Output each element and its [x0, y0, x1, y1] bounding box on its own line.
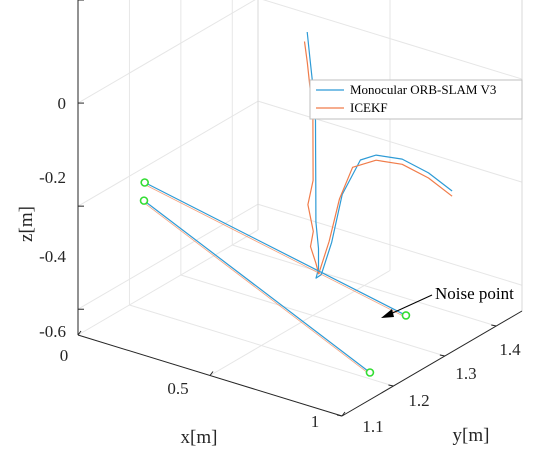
noise-point-arrow [385, 294, 433, 317]
noise-point-arrowhead [381, 309, 394, 318]
z-axis-label: z[m] [16, 206, 37, 242]
y-tick-label-3: 1.4 [499, 340, 521, 359]
y-tick-2 [439, 354, 445, 357]
y-axis-label: y[m] [453, 425, 490, 446]
y-tick-label-0: 1.1 [362, 417, 383, 436]
y-tick-0 [336, 414, 343, 417]
x-tick-label-1: 0.5 [167, 379, 188, 398]
noise-annotation: Noise point [381, 284, 514, 318]
noise-segment-1 [143, 200, 371, 373]
z-tick-label-0: 0 [58, 94, 67, 113]
legend-label-icekf: ICEKF [350, 100, 388, 115]
noise-layer [139, 178, 411, 377]
series-line-1 [303, 41, 453, 275]
y-tick-label-1: 1.2 [408, 391, 429, 410]
noise-marker-start-0 [140, 178, 149, 187]
legend: Monocular ORB-SLAM V3 ICEKF [309, 79, 523, 120]
noise-marker-start-1 [139, 196, 149, 205]
legend-box [309, 79, 523, 120]
z-tick-label-2: -0.4 [39, 247, 66, 266]
noise-segment-icekf-0 [144, 184, 407, 318]
y-axis-line [341, 310, 523, 417]
noise-point-label: Noise point [435, 284, 514, 303]
grid-line-z-left-2 [77, 100, 259, 207]
grid-line-z-left-3 [77, 203, 259, 310]
z-tick-label-3: -0.6 [39, 322, 66, 341]
grid-layer [77, 0, 523, 417]
x-tick-label-2: 1 [311, 412, 320, 431]
x-tick-2 [341, 411, 346, 417]
y-tick-label-2: 1.3 [455, 364, 476, 383]
x-axis-label: x[m] [181, 427, 218, 448]
grid-line-x-floor-0 [77, 229, 259, 336]
noise-marker-end-1 [365, 368, 375, 377]
noise-segment-icekf-1 [143, 202, 371, 375]
axes-box [77, 0, 523, 417]
tick-labels: 0 -0.2 -0.4 -0.6 0 0.5 1 1.1 1.2 1.3 1.4 [39, 94, 521, 436]
legend-label-orb-slam: Monocular ORB-SLAM V3 [350, 82, 496, 97]
grid-line-x-floor-1 [209, 270, 391, 376]
noise-segment-0 [144, 181, 407, 316]
z-tick-label-1: -0.2 [39, 168, 66, 187]
grid-line-z-left-1 [77, 0, 256, 104]
y-tick-1 [388, 384, 394, 387]
x-tick-label-0: 0 [60, 346, 69, 365]
y-tick-3 [491, 324, 497, 327]
x-tick-0 [77, 330, 82, 336]
x-tick-1 [209, 371, 214, 376]
noise-marker-end-0 [401, 311, 411, 320]
